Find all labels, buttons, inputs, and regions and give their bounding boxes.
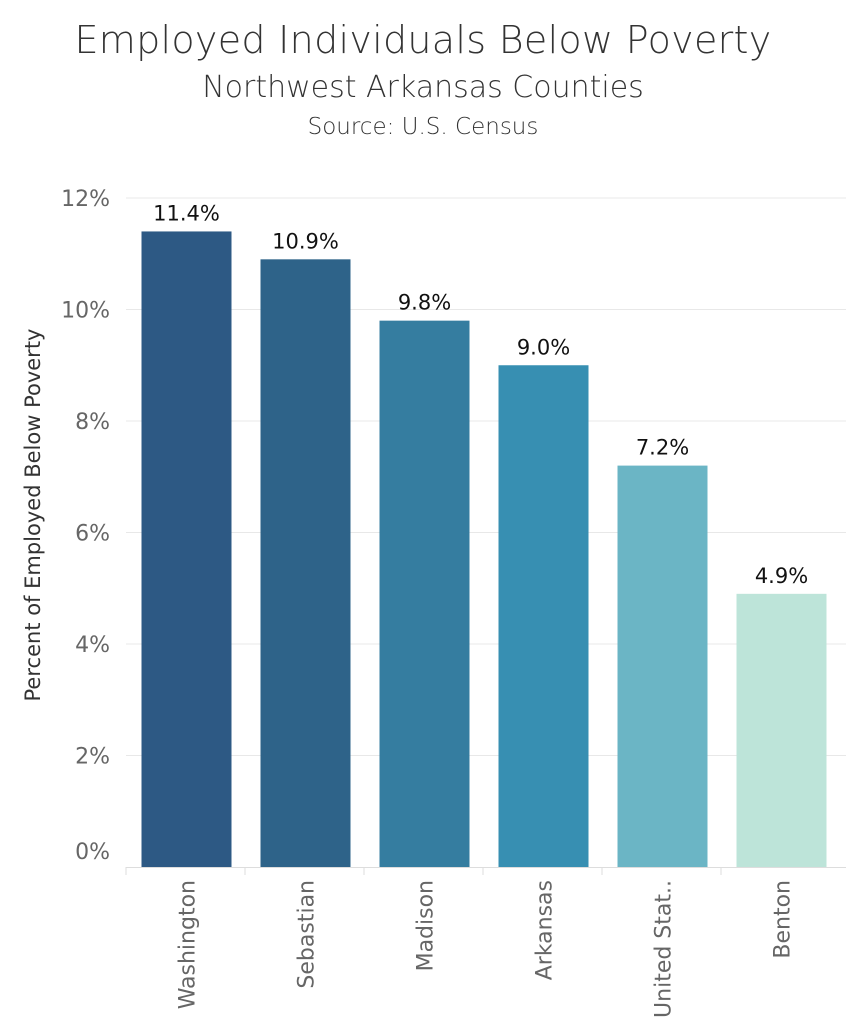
bar-value-label: 9.8% [398,291,451,315]
x-category-label: United Stat.. [652,880,677,1018]
bar-value-label: 7.2% [636,436,689,460]
y-tick-label: 2% [75,745,110,770]
x-category-label: Benton [771,880,796,959]
y-tick-label: 0% [75,840,110,865]
x-category-label: Arkansas [533,880,558,980]
chart-source: Source: U.S. Census [307,114,539,140]
y-tick-label: 6% [75,522,110,547]
x-category-label: Madison [414,880,439,971]
chart-title: Employed Individuals Below Poverty [74,18,772,62]
y-tick-label: 12% [61,187,110,212]
y-tick-label: 10% [61,299,110,324]
gridlines [126,197,846,868]
chart-subtitle: Northwest Arkansas Counties [202,70,644,105]
y-tick-label: 8% [75,410,110,435]
bar [617,465,708,867]
bar [498,365,589,867]
bar-value-label: 11.4% [153,201,220,225]
bar-value-label: 10.9% [272,229,339,253]
y-tick-label: 4% [75,633,110,658]
y-axis-title: Percent of Employed Below Poverty [21,329,45,702]
bar [141,231,232,867]
data-labels: 11.4% 10.9% 9.8% 9.0% 7.2% 4.9% [153,201,808,587]
bar-value-label: 9.0% [517,335,570,359]
x-category-label: Sebastian [295,880,320,989]
bar [736,593,827,867]
x-axis-labels: Washington Sebastian Madison Arkansas United… [125,867,796,1018]
bar [379,320,470,867]
bar-value-label: 4.9% [755,564,808,588]
bar [260,259,351,867]
bars [141,231,827,867]
x-category-label: Washington [176,880,201,1009]
y-axis-ticks: 0% 2% 4% 6% 8% 10% 12% [61,187,110,865]
